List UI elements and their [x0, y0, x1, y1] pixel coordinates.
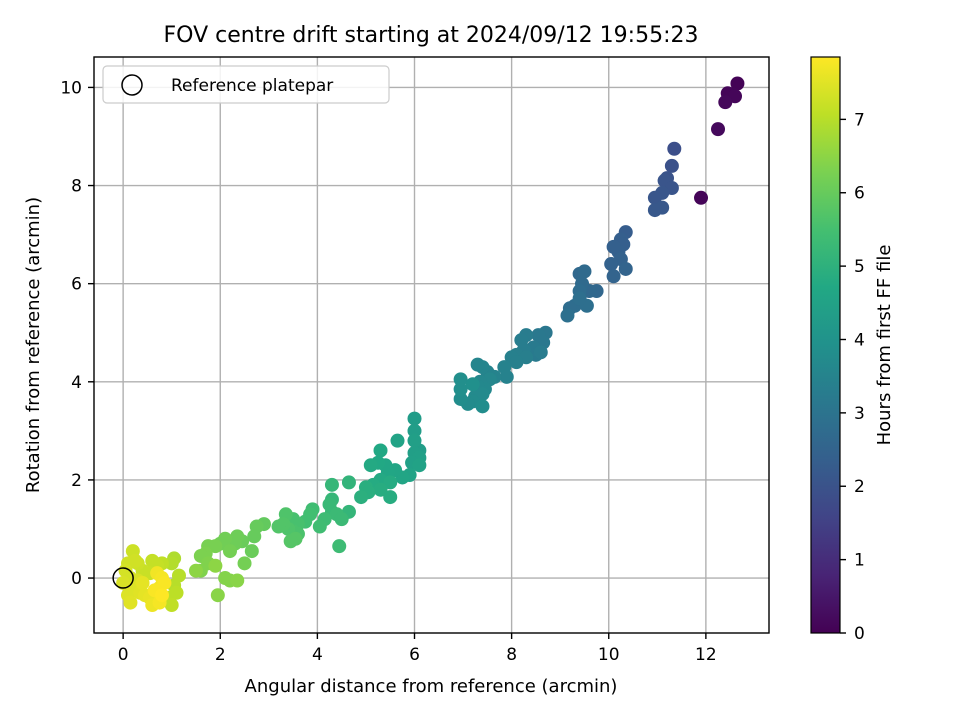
scatter-point: [123, 595, 138, 610]
x-tick-label: 10: [598, 645, 620, 665]
scatter-points: [112, 76, 745, 613]
scatter-point: [407, 423, 422, 438]
scatter-point: [324, 477, 339, 492]
scatter-point: [283, 534, 298, 549]
reference-platepar-marker: [112, 567, 134, 589]
colorbar-label: Hours from first FF file: [874, 245, 895, 446]
x-tick-label: 8: [506, 645, 517, 665]
scatter-point: [470, 357, 485, 372]
x-tick-label: 0: [118, 645, 129, 665]
chart-title: FOV centre drift starting at 2024/09/12 …: [164, 23, 699, 48]
scatter-point: [135, 575, 150, 590]
scatter-point: [407, 433, 422, 448]
scatter-point: [533, 345, 548, 360]
colorbar-ticks: 0 1 2 3 4 5 6 7: [840, 110, 865, 644]
scatter-point: [475, 387, 490, 402]
scatter-point: [647, 203, 662, 218]
scatter-point: [730, 76, 745, 91]
scatter-point: [499, 369, 514, 384]
scatter-point: [334, 512, 349, 527]
y-tick-label: 10: [60, 78, 82, 98]
scatter-point: [647, 190, 662, 205]
plot-frame: [93, 56, 770, 634]
scatter-point: [164, 598, 179, 613]
scatter-point: [222, 544, 237, 559]
scatter-point: [157, 575, 172, 590]
x-tick-label: 12: [695, 645, 717, 665]
scatter-point: [453, 391, 468, 406]
scatter-point: [383, 475, 398, 490]
scatter-point: [711, 122, 726, 137]
x-axis-label: Angular distance from reference (arcmin): [245, 676, 618, 697]
scatter-point: [509, 355, 524, 370]
x-tick-label: 2: [215, 645, 226, 665]
grid: [94, 57, 769, 633]
scatter-point: [208, 558, 223, 573]
scatter-point: [407, 411, 422, 426]
y-axis-label: Rotation from reference (arcmin): [23, 197, 44, 493]
y-tick-label: 0: [71, 569, 82, 589]
scatter-point: [465, 377, 480, 392]
scatter-point: [606, 239, 621, 254]
scatter-point: [312, 519, 327, 534]
scatter-point: [453, 382, 468, 397]
colorbar-tick-label: 7: [854, 110, 865, 130]
colorbar-tick-label: 2: [854, 477, 865, 497]
colorbar: 0 1 2 3 4 5 6 7 Hours from first FF file: [810, 56, 895, 644]
colorbar-tick-label: 5: [854, 257, 865, 277]
scatter-point: [572, 291, 587, 306]
scatter-point: [475, 399, 490, 414]
y-tick-label: 2: [71, 471, 82, 491]
scatter-point: [373, 482, 388, 497]
scatter-point: [412, 458, 427, 473]
scatter-point: [560, 308, 575, 323]
scatter-point: [390, 433, 405, 448]
colorbar-gradient: [810, 56, 841, 634]
scatter-point: [237, 556, 252, 571]
scatter-point: [271, 519, 286, 534]
scatter-point: [718, 95, 733, 110]
legend: Reference platepar: [102, 65, 390, 104]
scatter-point: [210, 588, 225, 603]
scatter-point: [332, 539, 347, 554]
legend-entry-label: Reference platepar: [171, 76, 333, 96]
scatter-point: [164, 556, 179, 571]
scatter-point: [363, 458, 378, 473]
colorbar-tick-label: 1: [854, 551, 865, 571]
scatter-point: [618, 261, 633, 276]
scatter-point: [341, 475, 356, 490]
scatter-point: [230, 573, 245, 588]
colorbar-tick-label: 4: [854, 330, 865, 350]
legend-reference-marker: [121, 74, 143, 96]
colorbar-tick-label: 6: [854, 184, 865, 204]
scatter-point: [694, 190, 709, 205]
scatter-point: [188, 563, 203, 578]
colorbar-tick-label: 3: [854, 404, 865, 424]
scatter-point: [383, 490, 398, 505]
x-tick-label: 6: [409, 645, 420, 665]
scatter-point: [667, 141, 682, 156]
y-tick-label: 8: [71, 177, 82, 197]
scatter-point: [247, 529, 262, 544]
axis-ticks: 0 2 4 6 8 10 12 0 2 4 6 8 10: [60, 78, 716, 665]
scatter-point: [354, 490, 369, 505]
scatter-point: [154, 588, 169, 603]
scatter-point: [373, 443, 388, 458]
y-tick-label: 6: [71, 275, 82, 295]
y-tick-label: 4: [71, 373, 82, 393]
scatter-point: [577, 264, 592, 279]
colorbar-tick-label: 0: [854, 624, 865, 644]
scatter-point: [244, 544, 259, 559]
x-tick-label: 4: [312, 645, 323, 665]
scatter-point: [664, 158, 679, 173]
scatter-point: [604, 257, 619, 272]
scatter-point: [606, 269, 621, 284]
legend-box: [102, 65, 390, 104]
scatter-point: [453, 372, 468, 387]
